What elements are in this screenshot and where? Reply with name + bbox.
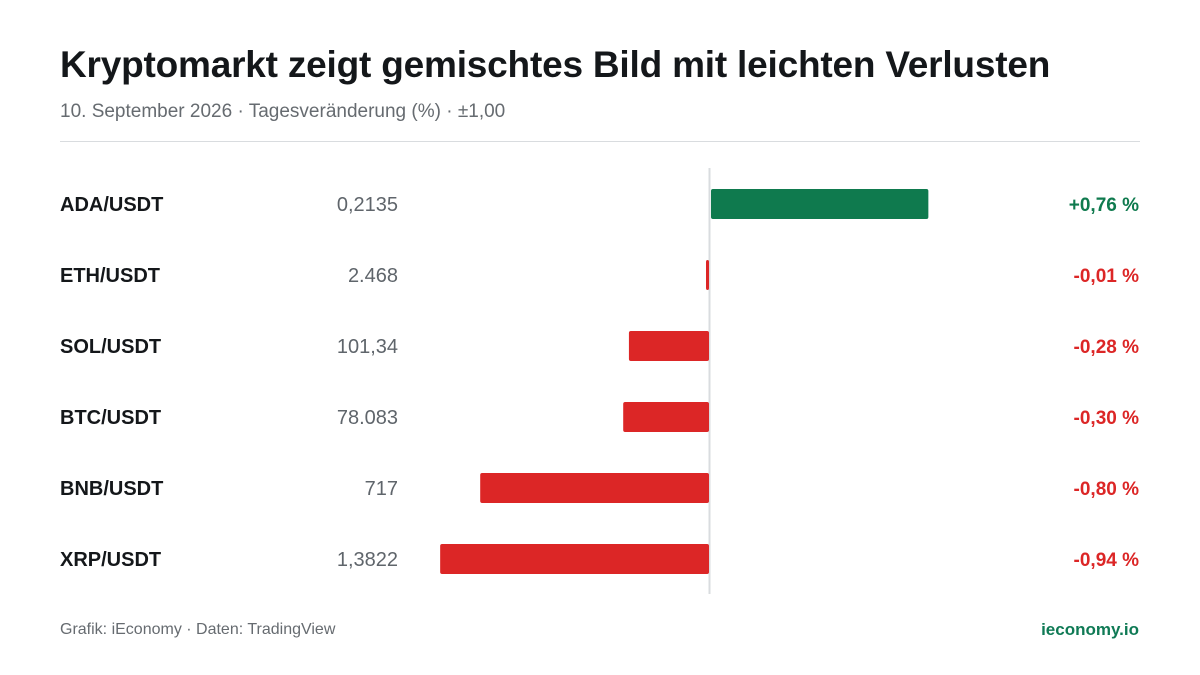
price-label: 78.083 <box>337 407 398 429</box>
pair-label: BTC/USDT <box>60 407 161 429</box>
change-value-label: -0,01 % <box>1074 266 1140 287</box>
change-bar <box>440 544 709 574</box>
price-label: 2.468 <box>348 265 398 287</box>
pair-label: SOL/USDT <box>60 336 161 358</box>
change-value-label: -0,28 % <box>1074 337 1140 358</box>
change-bar <box>623 402 709 432</box>
price-label: 1,3822 <box>337 549 398 571</box>
chart-subtitle: 10. September 2026 · Tagesveränderung (%… <box>60 101 506 122</box>
pair-label: BNB/USDT <box>60 478 163 500</box>
change-bar <box>711 189 929 219</box>
change-bar <box>480 473 709 503</box>
change-bar <box>706 260 709 290</box>
change-value-label: -0,30 % <box>1074 408 1140 429</box>
source-credit: Grafik: iEconomy · Daten: TradingView <box>60 621 336 638</box>
price-label: 717 <box>365 478 398 500</box>
price-label: 0,2135 <box>337 194 398 216</box>
pair-label: ADA/USDT <box>60 194 163 216</box>
price-label: 101,34 <box>337 336 398 358</box>
header-divider <box>60 141 1140 142</box>
change-value-label: -0,94 % <box>1074 550 1140 571</box>
change-value-label: -0,80 % <box>1074 479 1140 500</box>
brand-link[interactable]: ieconomy.io <box>1041 620 1139 639</box>
chart-title: Kryptomarkt zeigt gemischtes Bild mit le… <box>60 44 1051 85</box>
pair-label: ETH/USDT <box>60 265 160 287</box>
change-value-label: +0,76 % <box>1069 195 1139 216</box>
pair-label: XRP/USDT <box>60 549 161 571</box>
change-bar <box>628 331 709 361</box>
